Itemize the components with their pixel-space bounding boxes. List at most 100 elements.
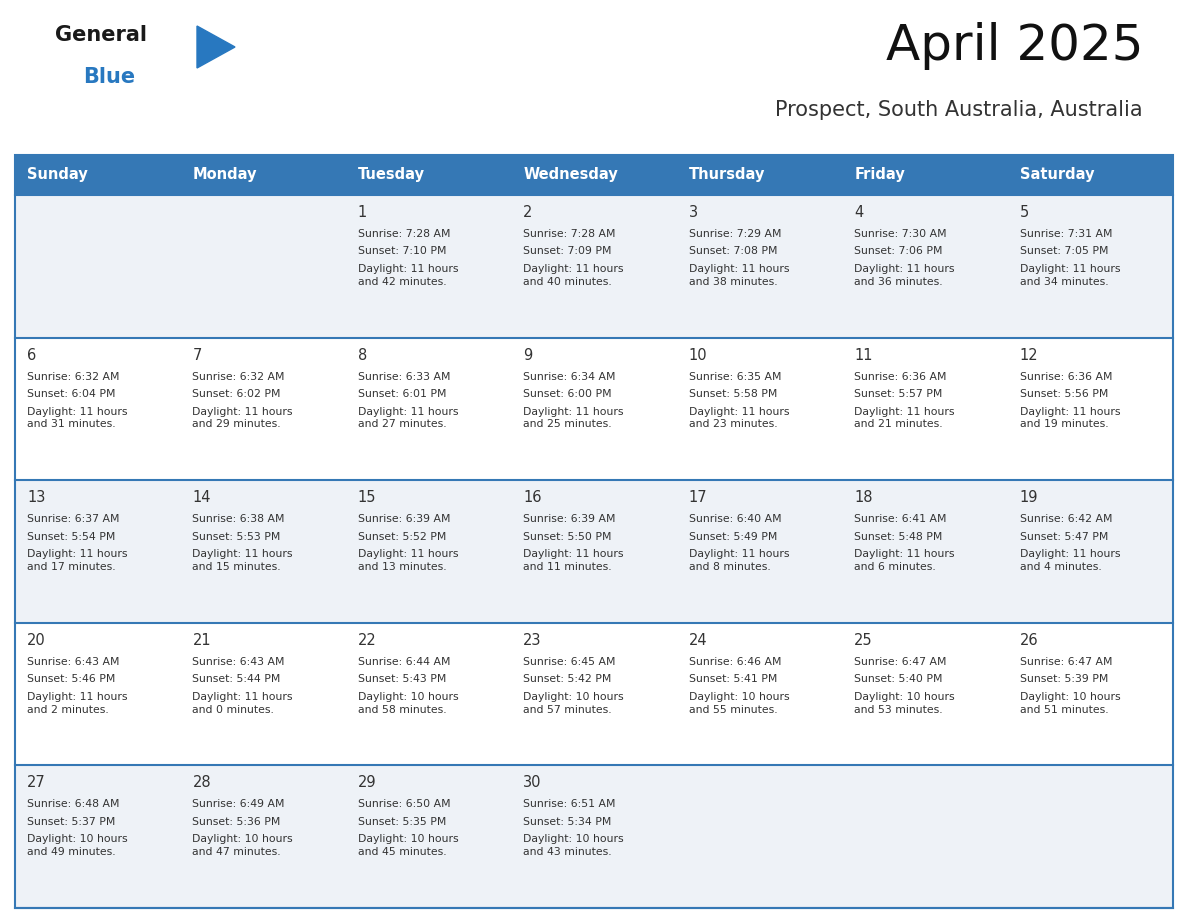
Text: Sunrise: 6:36 AM: Sunrise: 6:36 AM — [1019, 372, 1112, 382]
Text: Sunset: 6:04 PM: Sunset: 6:04 PM — [27, 389, 115, 399]
Text: Daylight: 10 hours
and 51 minutes.: Daylight: 10 hours and 51 minutes. — [1019, 692, 1120, 714]
Text: 1: 1 — [358, 205, 367, 220]
Text: 10: 10 — [689, 348, 707, 363]
Text: Daylight: 11 hours
and 21 minutes.: Daylight: 11 hours and 21 minutes. — [854, 407, 955, 430]
Text: Sunrise: 6:36 AM: Sunrise: 6:36 AM — [854, 372, 947, 382]
Text: Sunrise: 6:33 AM: Sunrise: 6:33 AM — [358, 372, 450, 382]
Text: Sunset: 5:35 PM: Sunset: 5:35 PM — [358, 817, 447, 827]
Text: April 2025: April 2025 — [885, 22, 1143, 70]
Text: 5: 5 — [1019, 205, 1029, 220]
Text: Sunset: 6:00 PM: Sunset: 6:00 PM — [523, 389, 612, 399]
Text: Sunrise: 7:28 AM: Sunrise: 7:28 AM — [523, 229, 615, 239]
Text: Friday: Friday — [854, 167, 905, 183]
Text: Daylight: 11 hours
and 2 minutes.: Daylight: 11 hours and 2 minutes. — [27, 692, 127, 714]
Text: 21: 21 — [192, 633, 211, 648]
Text: 24: 24 — [689, 633, 707, 648]
Text: Blue: Blue — [83, 67, 135, 87]
Text: Daylight: 10 hours
and 57 minutes.: Daylight: 10 hours and 57 minutes. — [523, 692, 624, 714]
Text: Daylight: 11 hours
and 42 minutes.: Daylight: 11 hours and 42 minutes. — [358, 264, 459, 286]
Text: Sunrise: 6:45 AM: Sunrise: 6:45 AM — [523, 656, 615, 666]
Bar — [15, 155, 1173, 908]
Text: Monday: Monday — [192, 167, 257, 183]
Text: Daylight: 11 hours
and 19 minutes.: Daylight: 11 hours and 19 minutes. — [1019, 407, 1120, 430]
Text: Sunset: 5:54 PM: Sunset: 5:54 PM — [27, 532, 115, 542]
Text: Sunset: 5:46 PM: Sunset: 5:46 PM — [27, 675, 115, 684]
Text: Sunset: 7:09 PM: Sunset: 7:09 PM — [523, 247, 612, 256]
Text: Sunset: 5:47 PM: Sunset: 5:47 PM — [1019, 532, 1108, 542]
Text: Daylight: 11 hours
and 0 minutes.: Daylight: 11 hours and 0 minutes. — [192, 692, 293, 714]
Text: Sunrise: 6:47 AM: Sunrise: 6:47 AM — [1019, 656, 1112, 666]
Text: 16: 16 — [523, 490, 542, 505]
Text: 30: 30 — [523, 776, 542, 790]
Text: 27: 27 — [27, 776, 46, 790]
Text: Sunset: 5:48 PM: Sunset: 5:48 PM — [854, 532, 942, 542]
Polygon shape — [197, 26, 235, 68]
Text: 11: 11 — [854, 348, 873, 363]
Text: Daylight: 11 hours
and 31 minutes.: Daylight: 11 hours and 31 minutes. — [27, 407, 127, 430]
Text: Sunrise: 6:50 AM: Sunrise: 6:50 AM — [358, 800, 450, 810]
Text: 3: 3 — [689, 205, 697, 220]
Text: Sunrise: 6:47 AM: Sunrise: 6:47 AM — [854, 656, 947, 666]
Text: Sunset: 5:37 PM: Sunset: 5:37 PM — [27, 817, 115, 827]
Text: Sunrise: 6:39 AM: Sunrise: 6:39 AM — [523, 514, 615, 524]
Text: Sunrise: 6:32 AM: Sunrise: 6:32 AM — [27, 372, 120, 382]
Text: Sunset: 6:02 PM: Sunset: 6:02 PM — [192, 389, 280, 399]
Bar — [15, 338, 1173, 480]
Text: Tuesday: Tuesday — [358, 167, 425, 183]
Text: Wednesday: Wednesday — [523, 167, 618, 183]
Text: Daylight: 10 hours
and 45 minutes.: Daylight: 10 hours and 45 minutes. — [358, 834, 459, 857]
Text: Sunrise: 7:29 AM: Sunrise: 7:29 AM — [689, 229, 782, 239]
Text: Sunrise: 6:42 AM: Sunrise: 6:42 AM — [1019, 514, 1112, 524]
Text: Sunrise: 7:28 AM: Sunrise: 7:28 AM — [358, 229, 450, 239]
Text: 23: 23 — [523, 633, 542, 648]
Text: 26: 26 — [1019, 633, 1038, 648]
Text: Sunset: 5:58 PM: Sunset: 5:58 PM — [689, 389, 777, 399]
Text: Thursday: Thursday — [689, 167, 765, 183]
Text: Sunrise: 6:43 AM: Sunrise: 6:43 AM — [27, 656, 120, 666]
Text: Daylight: 11 hours
and 4 minutes.: Daylight: 11 hours and 4 minutes. — [1019, 549, 1120, 572]
Text: Sunrise: 6:37 AM: Sunrise: 6:37 AM — [27, 514, 120, 524]
Text: Daylight: 11 hours
and 6 minutes.: Daylight: 11 hours and 6 minutes. — [854, 549, 955, 572]
Text: 19: 19 — [1019, 490, 1038, 505]
Text: 13: 13 — [27, 490, 45, 505]
Text: Sunrise: 6:43 AM: Sunrise: 6:43 AM — [192, 656, 285, 666]
Text: Sunrise: 6:35 AM: Sunrise: 6:35 AM — [689, 372, 782, 382]
Text: Daylight: 11 hours
and 38 minutes.: Daylight: 11 hours and 38 minutes. — [689, 264, 789, 286]
Text: Daylight: 11 hours
and 15 minutes.: Daylight: 11 hours and 15 minutes. — [192, 549, 293, 572]
Text: Daylight: 10 hours
and 43 minutes.: Daylight: 10 hours and 43 minutes. — [523, 834, 624, 857]
Text: 8: 8 — [358, 348, 367, 363]
Bar — [15, 155, 1173, 195]
Text: Sunrise: 6:44 AM: Sunrise: 6:44 AM — [358, 656, 450, 666]
Text: Sunset: 5:40 PM: Sunset: 5:40 PM — [854, 675, 942, 684]
Text: Sunset: 7:08 PM: Sunset: 7:08 PM — [689, 247, 777, 256]
Text: Sunrise: 6:46 AM: Sunrise: 6:46 AM — [689, 656, 782, 666]
Text: Sunset: 5:57 PM: Sunset: 5:57 PM — [854, 389, 942, 399]
Text: Daylight: 11 hours
and 13 minutes.: Daylight: 11 hours and 13 minutes. — [358, 549, 459, 572]
Text: Sunset: 7:06 PM: Sunset: 7:06 PM — [854, 247, 942, 256]
Text: Daylight: 11 hours
and 8 minutes.: Daylight: 11 hours and 8 minutes. — [689, 549, 789, 572]
Text: 9: 9 — [523, 348, 532, 363]
Text: Sunset: 5:50 PM: Sunset: 5:50 PM — [523, 532, 612, 542]
Bar — [15, 195, 1173, 338]
Text: Sunrise: 7:31 AM: Sunrise: 7:31 AM — [1019, 229, 1112, 239]
Text: Sunset: 5:43 PM: Sunset: 5:43 PM — [358, 675, 447, 684]
Text: Saturday: Saturday — [1019, 167, 1094, 183]
Text: 18: 18 — [854, 490, 873, 505]
Text: Prospect, South Australia, Australia: Prospect, South Australia, Australia — [776, 100, 1143, 120]
Text: Sunrise: 6:51 AM: Sunrise: 6:51 AM — [523, 800, 615, 810]
Text: 17: 17 — [689, 490, 707, 505]
Text: Daylight: 11 hours
and 17 minutes.: Daylight: 11 hours and 17 minutes. — [27, 549, 127, 572]
Text: 7: 7 — [192, 348, 202, 363]
Text: Sunset: 5:56 PM: Sunset: 5:56 PM — [1019, 389, 1108, 399]
Text: Sunset: 5:53 PM: Sunset: 5:53 PM — [192, 532, 280, 542]
Text: 2: 2 — [523, 205, 532, 220]
Text: 14: 14 — [192, 490, 211, 505]
Text: Sunrise: 6:48 AM: Sunrise: 6:48 AM — [27, 800, 120, 810]
Text: Daylight: 10 hours
and 49 minutes.: Daylight: 10 hours and 49 minutes. — [27, 834, 127, 857]
Text: Sunrise: 7:30 AM: Sunrise: 7:30 AM — [854, 229, 947, 239]
Bar — [15, 480, 1173, 622]
Text: Daylight: 11 hours
and 23 minutes.: Daylight: 11 hours and 23 minutes. — [689, 407, 789, 430]
Text: Daylight: 11 hours
and 34 minutes.: Daylight: 11 hours and 34 minutes. — [1019, 264, 1120, 286]
Text: Sunrise: 6:34 AM: Sunrise: 6:34 AM — [523, 372, 615, 382]
Text: 22: 22 — [358, 633, 377, 648]
